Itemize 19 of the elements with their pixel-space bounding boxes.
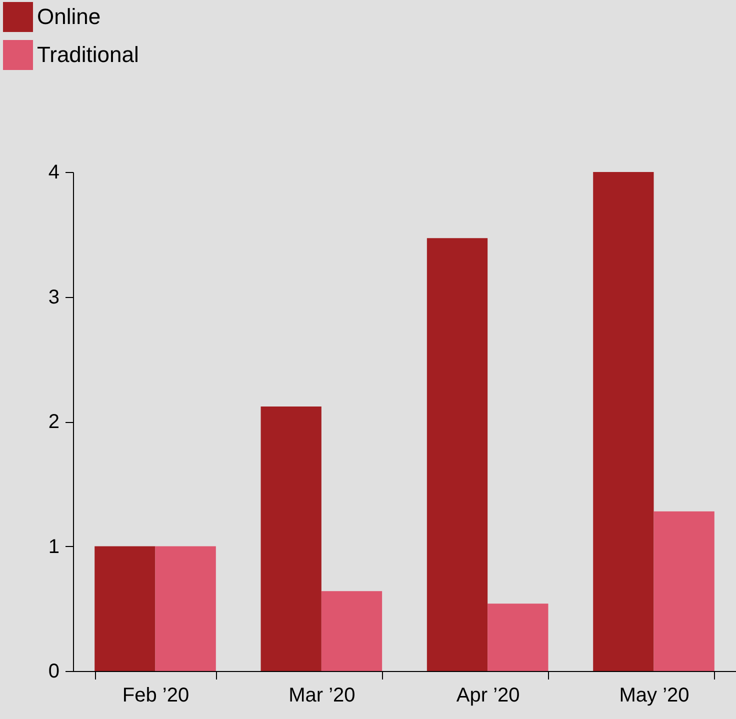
- y-tick-label: 2: [48, 411, 60, 433]
- bar: [94, 546, 156, 671]
- bar: [321, 591, 382, 671]
- bar: [488, 604, 548, 671]
- bar: [260, 406, 322, 671]
- bar: [155, 546, 216, 671]
- x-tick-label: May ’20: [619, 684, 690, 706]
- bar: [593, 172, 654, 671]
- bar: [426, 238, 488, 671]
- y-tick-label: 0: [48, 660, 60, 682]
- legend-label: Traditional: [37, 42, 139, 67]
- legend-label: Online: [37, 4, 101, 29]
- y-tick-label: 1: [48, 536, 60, 558]
- x-tick-label: Mar ’20: [288, 684, 356, 706]
- x-tick-label: Apr ’20: [456, 684, 520, 706]
- bar: [654, 511, 714, 671]
- y-tick-label: 4: [48, 162, 60, 184]
- x-tick-label: Feb ’20: [122, 684, 190, 706]
- y-tick-label: 3: [48, 286, 60, 308]
